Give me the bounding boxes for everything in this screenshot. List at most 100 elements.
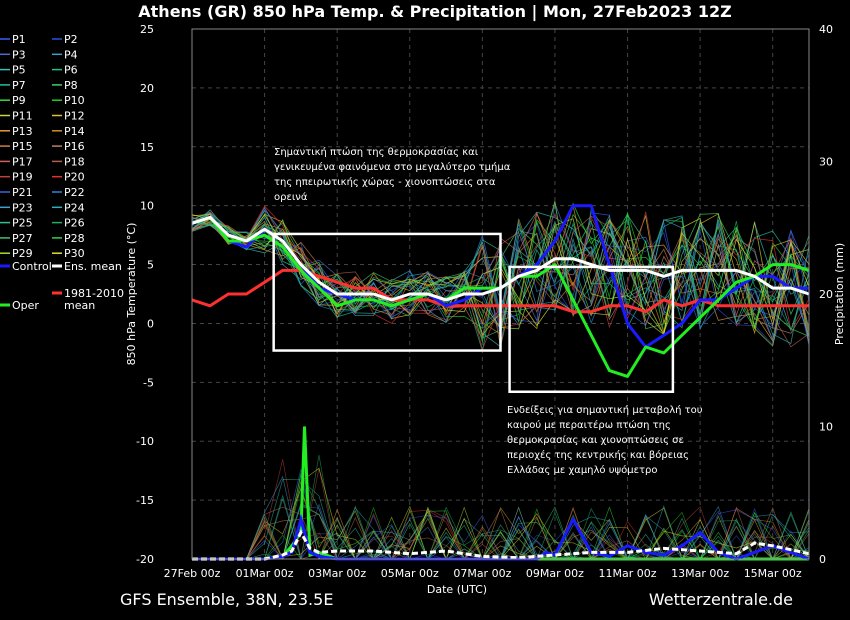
- highlight-box-1: [272, 232, 502, 352]
- legend-label: P1: [12, 33, 26, 46]
- plot-frame: [191, 28, 810, 560]
- annotation-1: Σημαντική πτώση της θερμοκρασίας και γενι…: [274, 146, 511, 203]
- legend-label: 1981-2010 mean: [64, 287, 124, 312]
- legend-label: P25: [12, 217, 33, 230]
- legend-item: P26: [52, 217, 85, 230]
- footer-source: Wetterzentrale.de: [649, 590, 793, 609]
- legend-label: P28: [64, 232, 85, 245]
- y-tick-label: 5: [147, 259, 154, 272]
- legend-label: P13: [12, 125, 33, 138]
- legend-item: P4: [52, 48, 78, 61]
- precip-line-control: [192, 513, 810, 561]
- x-tick-label: 13Mar 00z: [671, 567, 729, 580]
- legend-label: P3: [12, 48, 26, 61]
- legend-label: P15: [12, 140, 33, 153]
- y2-tick-label: 40: [819, 23, 833, 36]
- legend-item: Ens. mean: [52, 260, 122, 273]
- y-axis-ticks: 25 20 15 10 5 0 -5 -10 -15 -20: [136, 23, 154, 566]
- legend-item: P29: [0, 247, 33, 260]
- legend-label: P20: [64, 171, 85, 184]
- legend-item: P20: [52, 171, 85, 184]
- legend-label: P18: [64, 155, 85, 168]
- legend-label: P21: [12, 186, 33, 199]
- legend-item: P25: [0, 217, 33, 230]
- legend-item: P11: [0, 110, 33, 123]
- legend-item: P13: [0, 125, 33, 138]
- highlight-boxes: [272, 232, 675, 394]
- legend-label: P29: [12, 247, 33, 260]
- legend-item: P15: [0, 140, 33, 153]
- y-tick-label: -20: [136, 553, 154, 566]
- legend-label: P24: [64, 201, 85, 214]
- legend-label: P9: [12, 94, 26, 107]
- annotation-2: Ενδείξεις για σημαντική μεταβολή του καιρ…: [507, 404, 703, 476]
- y2-tick-label: 30: [819, 156, 833, 169]
- legend-label: P27: [12, 232, 33, 245]
- legend-item: P18: [52, 155, 85, 168]
- legend-item: P14: [52, 125, 85, 138]
- legend-label: P2: [64, 33, 78, 46]
- annotation-line: καιρού με περαιτέρω πτώση της: [507, 419, 671, 431]
- annotation-line: Ελλάδας με χαμηλό υψόμετρο: [507, 464, 658, 476]
- legend-label: P17: [12, 155, 33, 168]
- y-tick-label: 0: [147, 317, 154, 330]
- y-tick-label: 25: [140, 23, 154, 36]
- legend-item: P30: [52, 247, 85, 260]
- y-tick-label: -10: [136, 435, 154, 448]
- y2-tick-label: 20: [819, 288, 833, 301]
- legend-label: P6: [64, 64, 78, 77]
- legend: P1 P2 P3 P4 P5 P6 P7 P8 P9 P10 P11 P12 P13 P14 P15 P16 P…: [0, 33, 124, 312]
- member-precip-line: [192, 479, 810, 561]
- annotation-line: Σημαντική πτώση της θερμοκρασίας και: [274, 146, 479, 158]
- y-tick-label: -15: [136, 494, 154, 507]
- legend-item: P3: [0, 48, 26, 61]
- legend-label: Oper: [12, 299, 39, 312]
- legend-label: P19: [12, 171, 33, 184]
- x-tick-label: 05Mar 00z: [381, 567, 439, 580]
- y-tick-label: 20: [140, 82, 154, 95]
- y-axis-label: 850 hPa Temperature (°C): [125, 223, 138, 366]
- member-precip-line: [192, 475, 810, 561]
- annotation-line: ορεινά: [274, 191, 308, 203]
- legend-item: P10: [52, 94, 85, 107]
- legend-item: P28: [52, 232, 85, 245]
- x-axis-label: Date (UTC): [427, 583, 487, 596]
- annotation-line: θερμοκρασίας και χιονοπτώσεις σε: [507, 434, 684, 446]
- annotation-line: της ηπειρωτικής χώρας - χιονοπτώσεις στα: [274, 176, 496, 188]
- legend-item: P7: [0, 79, 26, 92]
- chart-title: Athens (GR) 850 hPa Temp. & Precipitatio…: [138, 2, 731, 22]
- legend-item: P5: [0, 64, 26, 77]
- highlight-box-2: [508, 265, 675, 394]
- y-tick-label: 15: [140, 141, 154, 154]
- legend-label: P4: [64, 48, 78, 61]
- legend-item: P1: [0, 33, 26, 46]
- annotations: Σημαντική πτώση της θερμοκρασίας και γενι…: [274, 146, 703, 476]
- footer-model-info: GFS Ensemble, 38N, 23.5E: [120, 590, 333, 609]
- x-tick-label: 03Mar 00z: [308, 567, 366, 580]
- legend-item: P12: [52, 110, 85, 123]
- legend-item: P9: [0, 94, 26, 107]
- y2-axis-label: Precipitation (mm): [833, 243, 846, 345]
- legend-item: P8: [52, 79, 78, 92]
- annotation-line: Ενδείξεις για σημαντική μεταβολή του: [507, 404, 703, 416]
- y-tick-label: 10: [140, 200, 154, 213]
- legend-label: P30: [64, 247, 85, 260]
- legend-item: P21: [0, 186, 33, 199]
- legend-item: 1981-2010 mean: [52, 287, 124, 312]
- y-tick-label: -5: [143, 376, 154, 389]
- x-tick-label: 09Mar 00z: [526, 567, 584, 580]
- x-tick-label: 01Mar 00z: [236, 567, 294, 580]
- x-tick-label: 11Mar 00z: [599, 567, 657, 580]
- legend-item: Oper: [0, 299, 39, 312]
- legend-item: Control: [0, 260, 52, 273]
- y2-tick-label: 10: [819, 421, 833, 434]
- legend-label: Ens. mean: [64, 260, 122, 273]
- legend-label: P5: [12, 64, 26, 77]
- annotation-line: γενικευμένα φαινόμενα στο μεγαλύτερο τμή…: [274, 161, 511, 173]
- legend-label: P26: [64, 217, 85, 230]
- legend-label: P10: [64, 94, 85, 107]
- legend-label: P16: [64, 140, 85, 153]
- legend-label: P23: [12, 201, 33, 214]
- y2-tick-label: 0: [819, 553, 826, 566]
